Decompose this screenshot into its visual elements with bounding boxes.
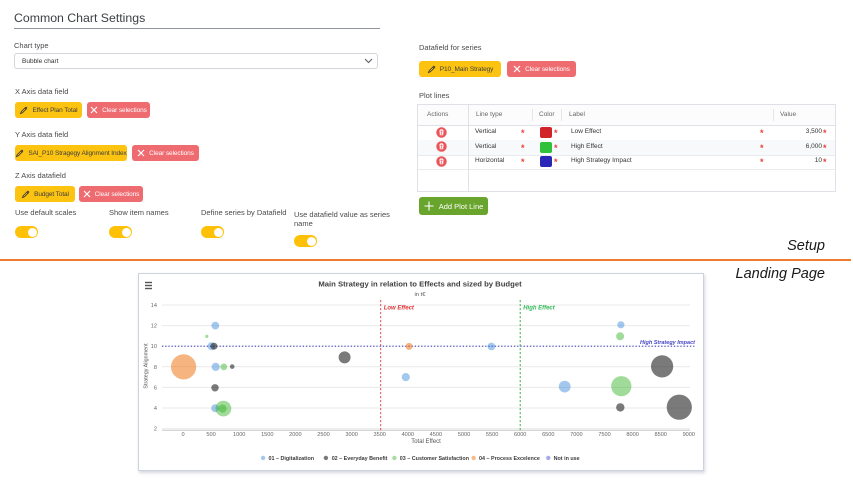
- svg-text:High Strategy Impact: High Strategy Impact: [640, 340, 696, 346]
- svg-text:7000: 7000: [570, 432, 582, 438]
- svg-text:8000: 8000: [626, 432, 638, 438]
- svg-text:12: 12: [151, 324, 157, 330]
- svg-text:03 – Customer Satisfaction: 03 – Customer Satisfaction: [400, 456, 469, 462]
- svg-text:4500: 4500: [430, 432, 442, 438]
- svg-text:0: 0: [181, 432, 184, 438]
- svg-text:Not in use: Not in use: [554, 456, 580, 462]
- svg-text:5500: 5500: [486, 432, 498, 438]
- svg-text:2500: 2500: [317, 432, 329, 438]
- svg-text:Strategy Alignment: Strategy Alignment: [144, 343, 150, 389]
- svg-text:8500: 8500: [654, 432, 666, 438]
- svg-text:14: 14: [151, 303, 157, 309]
- svg-text:10: 10: [151, 344, 157, 350]
- svg-text:8: 8: [154, 365, 157, 371]
- svg-text:in t€: in t€: [415, 292, 427, 298]
- svg-text:6: 6: [154, 385, 157, 391]
- svg-text:9000: 9000: [683, 432, 695, 438]
- svg-text:02 – Everyday Benefit: 02 – Everyday Benefit: [332, 456, 388, 462]
- svg-text:01 – Digitalization: 01 – Digitalization: [269, 456, 315, 462]
- svg-text:7500: 7500: [598, 432, 610, 438]
- svg-text:6500: 6500: [542, 432, 554, 438]
- svg-text:4000: 4000: [402, 432, 414, 438]
- svg-text:2000: 2000: [289, 432, 301, 438]
- svg-text:1500: 1500: [261, 432, 273, 438]
- svg-text:Main Strategy in relation to E: Main Strategy in relation to Effects and…: [318, 280, 522, 289]
- svg-text:Low Effect: Low Effect: [384, 306, 415, 312]
- svg-text:3000: 3000: [345, 432, 357, 438]
- svg-text:04 – Process Excelence: 04 – Process Excelence: [479, 456, 540, 462]
- svg-text:Total Effect: Total Effect: [411, 439, 441, 445]
- svg-text:1000: 1000: [233, 432, 245, 438]
- svg-text:5000: 5000: [458, 432, 470, 438]
- svg-text:500: 500: [206, 432, 215, 438]
- svg-text:High Effect: High Effect: [523, 306, 556, 312]
- svg-text:2: 2: [154, 427, 157, 433]
- svg-text:3500: 3500: [373, 432, 385, 438]
- svg-text:4: 4: [154, 406, 157, 412]
- svg-text:6000: 6000: [514, 432, 526, 438]
